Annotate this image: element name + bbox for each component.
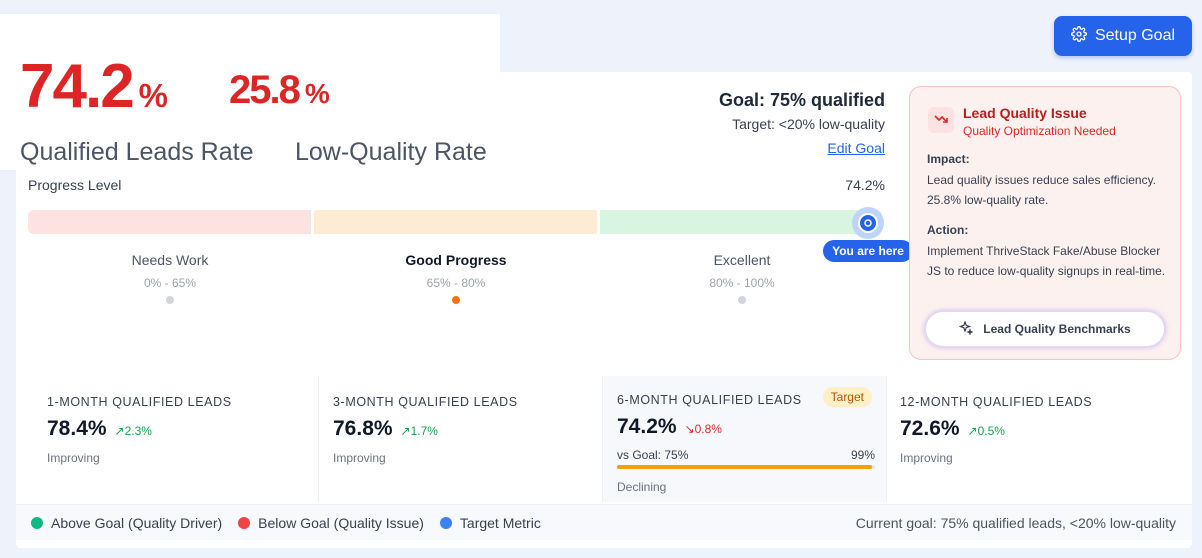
impact-text: Lead quality issues reduce sales efficie… xyxy=(927,173,1157,207)
zone-needs-work: Needs Work 0% - 65% xyxy=(70,252,270,304)
legend-label: Target Metric xyxy=(459,514,541,531)
trend-up-icon: ↗ xyxy=(400,424,411,438)
stat-status: Improving xyxy=(47,451,100,465)
goal-target: Target: <20% low-quality xyxy=(732,116,885,132)
progress-level-label: Progress Level xyxy=(28,177,122,193)
zone-good-progress: Good Progress 65% - 80% xyxy=(356,252,556,304)
zone-title: Good Progress xyxy=(405,252,507,268)
vs-goal-row: vs Goal: 75% 99% xyxy=(617,448,875,462)
zone-dot xyxy=(738,296,746,304)
stat-change-value: 0.8% xyxy=(694,422,722,436)
legend-item-below-goal: Below Goal (Quality Issue) xyxy=(238,515,424,531)
stats-row: 1-MONTH QUALIFIED LEADS 78.4% ↗2.3% Impr… xyxy=(16,376,1192,502)
trend-up-icon: ↗ xyxy=(114,424,125,438)
current-goal-text: Current goal: 75% qualified leads, <20% … xyxy=(855,515,1176,531)
legend-dot xyxy=(439,516,452,529)
stat-status: Improving xyxy=(333,451,386,465)
legend-label: Below Goal (Quality Issue) xyxy=(258,514,424,531)
stat-value: 72.6% xyxy=(900,417,960,440)
legend-item-target-metric: Target Metric xyxy=(439,514,541,531)
stat-card-6-month: Target 6-MONTH QUALIFIED LEADS 74.2% ↘0.… xyxy=(602,376,887,502)
stat-card-12-month: 12-MONTH QUALIFIED LEADS 72.6% ↗0.5% Imp… xyxy=(887,376,1192,502)
legend-bar: Above Goal (Quality Driver) Below Goal (… xyxy=(16,504,1192,540)
stat-value: 76.8% xyxy=(333,417,393,440)
stat-change: ↘0.8% xyxy=(685,422,722,436)
vs-goal-bar-fill xyxy=(617,465,873,469)
vs-goal-bar xyxy=(617,465,875,469)
issue-title: Lead Quality Issue xyxy=(963,105,1087,121)
progress-marker xyxy=(852,207,884,239)
legend-label: Above Goal (Quality Driver) xyxy=(51,514,223,531)
stat-card-1-month: 1-MONTH QUALIFIED LEADS 78.4% ↗2.3% Impr… xyxy=(16,376,318,502)
trend-down-icon: ↘ xyxy=(684,422,695,436)
lead-quality-issue-panel: Lead Quality Issue Quality Optimization … xyxy=(909,86,1181,360)
low-quality-rate-unit: % xyxy=(304,78,330,109)
progress-segment-good-progress xyxy=(314,210,597,234)
qualified-rate-value: 74.2% xyxy=(20,56,168,118)
zone-dot xyxy=(166,296,174,304)
edit-goal-link[interactable]: Edit Goal xyxy=(827,140,885,156)
hero-panel: 74.2% 25.8% Qualified Leads Rate Low-Qua… xyxy=(0,14,500,170)
trend-down-icon xyxy=(928,107,954,133)
progress-segment-excellent xyxy=(600,210,882,234)
gear-icon xyxy=(1071,25,1087,47)
stat-change-value: 1.7% xyxy=(410,424,438,438)
lead-quality-benchmarks-button[interactable]: Lead Quality Benchmarks xyxy=(925,311,1165,347)
progress-level-value: 74.2% xyxy=(845,177,885,193)
zone-range: 0% - 65% xyxy=(143,276,197,290)
stat-label: 3-MONTH QUALIFIED LEADS xyxy=(333,395,518,409)
stat-change-value: 0.5% xyxy=(977,424,1005,438)
setup-goal-button[interactable]: Setup Goal xyxy=(1054,16,1192,56)
zone-range: 65% - 80% xyxy=(426,276,486,290)
stat-label: 6-MONTH QUALIFIED LEADS xyxy=(617,393,802,407)
low-quality-rate-value: 25.8% xyxy=(229,70,330,110)
stat-change: ↗1.7% xyxy=(401,424,438,438)
stat-status: Improving xyxy=(900,451,953,465)
low-quality-rate-label: Low-Quality Rate xyxy=(295,138,487,166)
stat-label: 1-MONTH QUALIFIED LEADS xyxy=(47,395,232,409)
impact-heading: Impact: xyxy=(927,152,970,166)
stat-change: ↗0.5% xyxy=(968,424,1005,438)
stat-card-3-month: 3-MONTH QUALIFIED LEADS 76.8% ↗1.7% Impr… xyxy=(318,376,601,502)
sparkle-icon xyxy=(959,319,975,338)
legend-dot xyxy=(31,516,43,529)
zone-dot xyxy=(452,296,460,304)
zone-range: 80% - 100% xyxy=(709,276,775,290)
zone-title: Excellent xyxy=(713,252,771,268)
stat-value: 74.2% xyxy=(617,415,677,438)
qualified-rate-number: 74.2 xyxy=(20,52,135,121)
zone-title: Needs Work xyxy=(131,252,209,268)
zone-excellent: Excellent 80% - 100% xyxy=(642,252,842,304)
goal-title: Goal: 75% qualified xyxy=(718,90,885,110)
qualified-rate-label: Qualified Leads Rate xyxy=(20,138,254,166)
location-pin-icon xyxy=(858,213,878,233)
progress-segment-needs-work xyxy=(28,210,311,234)
setup-goal-label: Setup Goal xyxy=(1094,27,1176,44)
stat-label: 12-MONTH QUALIFIED LEADS xyxy=(900,395,1093,409)
you-are-here-badge: You are here xyxy=(823,240,913,262)
legend-item-above-goal: Above Goal (Quality Driver) xyxy=(31,515,222,531)
vs-goal-label: vs Goal: 75% xyxy=(617,448,689,462)
vs-goal-percent: 99% xyxy=(850,448,875,462)
action-heading: Action: xyxy=(927,223,969,237)
low-quality-rate-number: 25.8 xyxy=(229,68,301,112)
issue-subtitle: Quality Optimization Needed xyxy=(963,124,1116,138)
legend-dot xyxy=(238,516,251,529)
action-text: Implement ThriveStack Fake/Abuse Blocker… xyxy=(927,244,1166,278)
stat-change-value: 2.3% xyxy=(124,424,152,438)
target-badge: Target xyxy=(822,387,872,407)
stat-change: ↗2.3% xyxy=(115,424,152,438)
stat-status: Declining xyxy=(617,480,667,494)
stat-value: 78.4% xyxy=(47,417,107,440)
trend-up-icon: ↗ xyxy=(967,424,978,438)
qualified-rate-unit: % xyxy=(138,77,169,114)
benchmarks-label: Lead Quality Benchmarks xyxy=(983,322,1131,336)
